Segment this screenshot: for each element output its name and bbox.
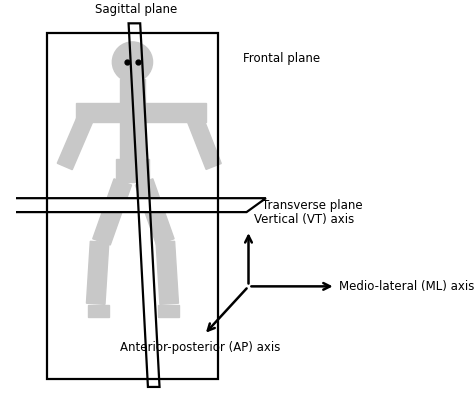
Text: Sagittal plane: Sagittal plane xyxy=(95,3,177,16)
Bar xyxy=(116,160,149,182)
Text: Medio-lateral (ML) axis: Medio-lateral (ML) axis xyxy=(339,280,474,293)
Bar xyxy=(157,305,179,317)
Bar xyxy=(185,109,221,170)
Bar xyxy=(86,241,109,304)
Bar xyxy=(120,80,145,161)
Text: Anterior-posterior (AP) axis: Anterior-posterior (AP) axis xyxy=(120,341,280,353)
Bar xyxy=(135,179,174,245)
Text: Transverse plane: Transverse plane xyxy=(262,199,363,212)
Polygon shape xyxy=(0,198,266,212)
Bar xyxy=(57,109,95,170)
Bar xyxy=(93,179,131,245)
Bar xyxy=(76,103,206,121)
Circle shape xyxy=(112,42,153,82)
Text: Vertical (VT) axis: Vertical (VT) axis xyxy=(255,213,355,226)
Bar xyxy=(47,33,218,379)
Text: Frontal plane: Frontal plane xyxy=(243,52,320,64)
Bar xyxy=(88,305,109,317)
Bar xyxy=(156,241,179,304)
